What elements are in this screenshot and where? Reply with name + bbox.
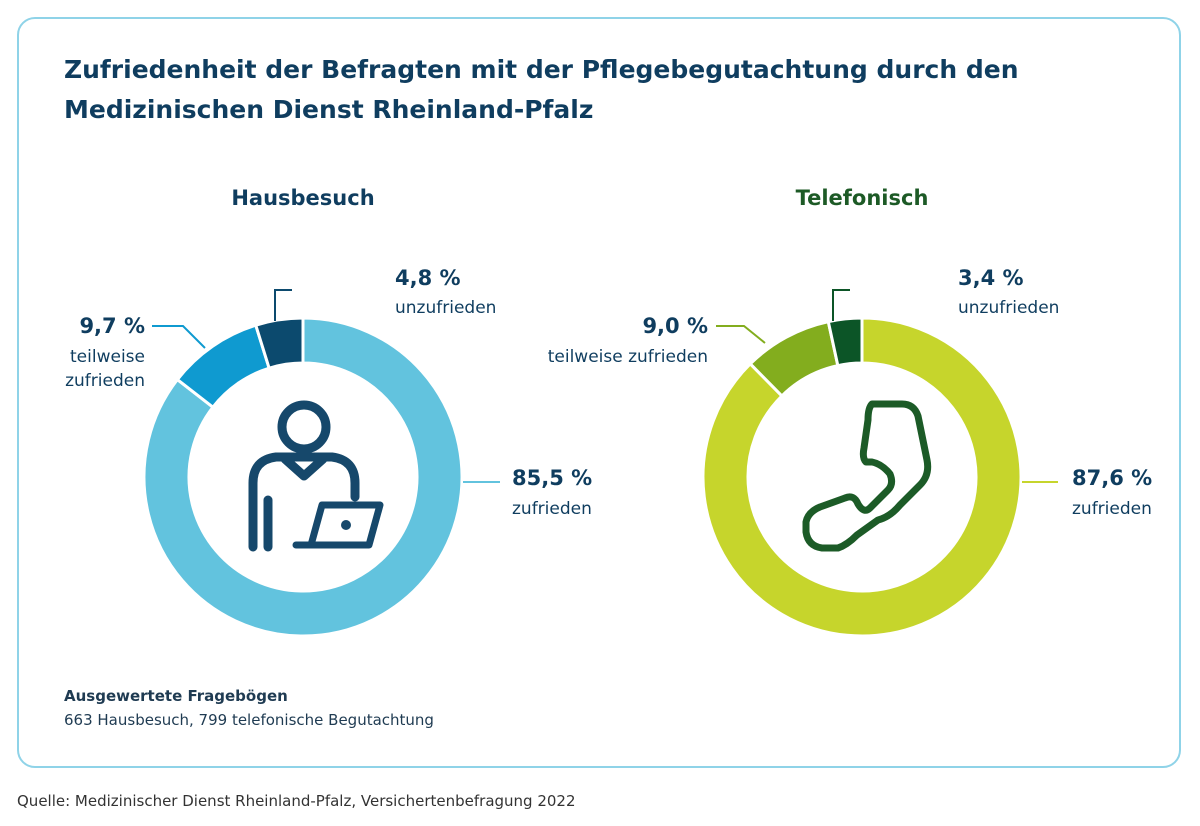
title-line-1: Zufriedenheit der Befragten mit der Pfle… — [64, 55, 1019, 84]
category-label: unzufrieden — [395, 298, 496, 318]
value-label: 9,7 % — [79, 314, 145, 338]
donut-1: 87,6 % zufrieden 9,0 % teilweise zufrieden 3… — [548, 266, 1152, 638]
leader-line — [274, 289, 292, 321]
telephone-handset-icon — [802, 400, 932, 552]
person-laptop-icon — [248, 400, 384, 552]
leader-line — [716, 325, 766, 344]
donut-0: 85,5 % zufrieden 9,7 % teilweise zufrieden 4,… — [65, 266, 592, 638]
chart-card — [17, 17, 1181, 768]
category-label: zufrieden — [1072, 499, 1152, 519]
value-label: 87,6 % — [1072, 466, 1152, 490]
donut-title-telefonisch: Telefonisch — [795, 186, 929, 210]
slice-unzufrieden — [253, 316, 305, 371]
chart-title: Zufriedenheit der Befragten mit der Pfle… — [64, 50, 1019, 130]
slice-zufrieden — [701, 316, 1023, 638]
footnote: Ausgewertete Fragebögen 663 Hausbesuch, … — [64, 684, 434, 732]
category-label: zufrieden — [512, 499, 592, 519]
donut-title-hausbesuch: Hausbesuch — [231, 186, 375, 210]
category-label: zufrieden — [65, 371, 145, 391]
category-label: teilweise — [70, 347, 145, 367]
value-label: 9,0 % — [642, 314, 708, 338]
category-label: unzufrieden — [958, 298, 1059, 318]
footnote-head: Ausgewertete Fragebögen — [64, 687, 288, 705]
category-label: teilweise zufrieden — [548, 347, 708, 367]
value-label: 3,4 % — [958, 266, 1024, 290]
leader-line — [832, 289, 850, 321]
title-line-2: Medizinischen Dienst Rheinland-Pfalz — [64, 95, 594, 124]
slice-zufrieden — [142, 316, 464, 638]
value-label: 85,5 % — [512, 466, 592, 490]
source-note: Quelle: Medizinischer Dienst Rheinland-P… — [17, 792, 576, 810]
leader-line — [152, 325, 206, 349]
slice-unzufrieden — [826, 316, 864, 368]
value-label: 4,8 % — [395, 266, 461, 290]
footnote-text: 663 Hausbesuch, 799 telefonische Begutac… — [64, 711, 434, 729]
